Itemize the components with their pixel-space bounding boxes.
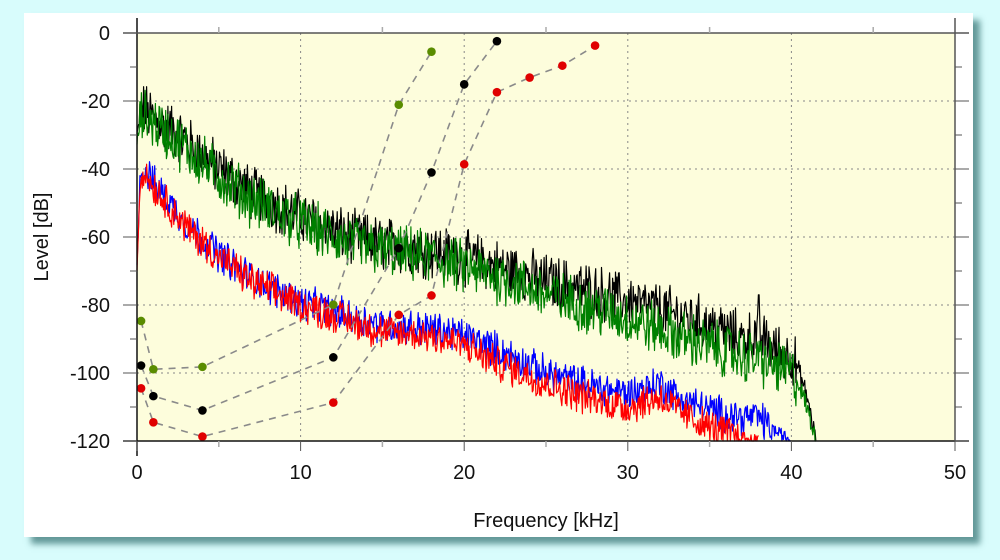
threshold-point xyxy=(329,398,338,407)
threshold-point xyxy=(427,291,436,300)
threshold-point xyxy=(198,432,207,441)
y-tick-labels: 0 -20 -40 -60 -80 -100 -120 xyxy=(70,23,110,453)
threshold-point xyxy=(329,353,338,362)
x-tick-labels: 0 10 20 30 40 50 xyxy=(131,462,966,484)
x-tick-label: 10 xyxy=(289,462,311,484)
threshold-point xyxy=(136,384,146,393)
threshold-point xyxy=(198,362,207,372)
threshold-point xyxy=(459,80,469,89)
threshold-point xyxy=(459,159,469,169)
threshold-line-green-dots xyxy=(140,51,433,371)
threshold-point xyxy=(427,47,436,56)
threshold-point xyxy=(525,73,534,82)
x-tick-label: 0 xyxy=(131,462,142,484)
x-tick-label: 50 xyxy=(944,462,966,484)
threshold-line-black-dots xyxy=(140,40,498,412)
threshold-point xyxy=(427,168,436,177)
threshold-point xyxy=(136,316,146,326)
threshold-point xyxy=(492,87,502,97)
threshold-point xyxy=(136,361,146,370)
x-tick-label: 20 xyxy=(453,462,475,484)
threshold-point xyxy=(394,310,404,320)
threshold-series-group xyxy=(136,36,600,441)
threshold-point xyxy=(149,364,158,374)
y-tick-label: -40 xyxy=(81,159,110,181)
x-axis-title: Frequency [kHz] xyxy=(473,510,619,532)
spectrum-line-red xyxy=(136,163,759,442)
threshold-point xyxy=(590,41,600,50)
y-tick-label: -120 xyxy=(70,431,110,453)
threshold-point xyxy=(149,391,158,401)
threshold-point xyxy=(329,300,338,309)
y-tick-label: -20 xyxy=(81,91,110,113)
x-tick-label: 30 xyxy=(617,462,639,484)
spectrum-series-group xyxy=(136,86,817,442)
y-tick-label: -80 xyxy=(81,295,110,317)
threshold-point xyxy=(492,36,502,46)
threshold-point xyxy=(394,243,404,253)
y-axis-title: Level [dB] xyxy=(31,193,53,282)
y-tick-label: 0 xyxy=(99,23,110,45)
y-tick-label: -60 xyxy=(81,227,110,249)
x-tick-label: 40 xyxy=(780,462,802,484)
threshold-point xyxy=(394,100,404,110)
threshold-point xyxy=(558,61,567,70)
axis-ticks xyxy=(123,27,969,451)
threshold-point xyxy=(198,406,207,415)
y-tick-label: -100 xyxy=(70,363,110,385)
threshold-point xyxy=(149,418,158,427)
spectrum-line-green xyxy=(136,89,816,442)
